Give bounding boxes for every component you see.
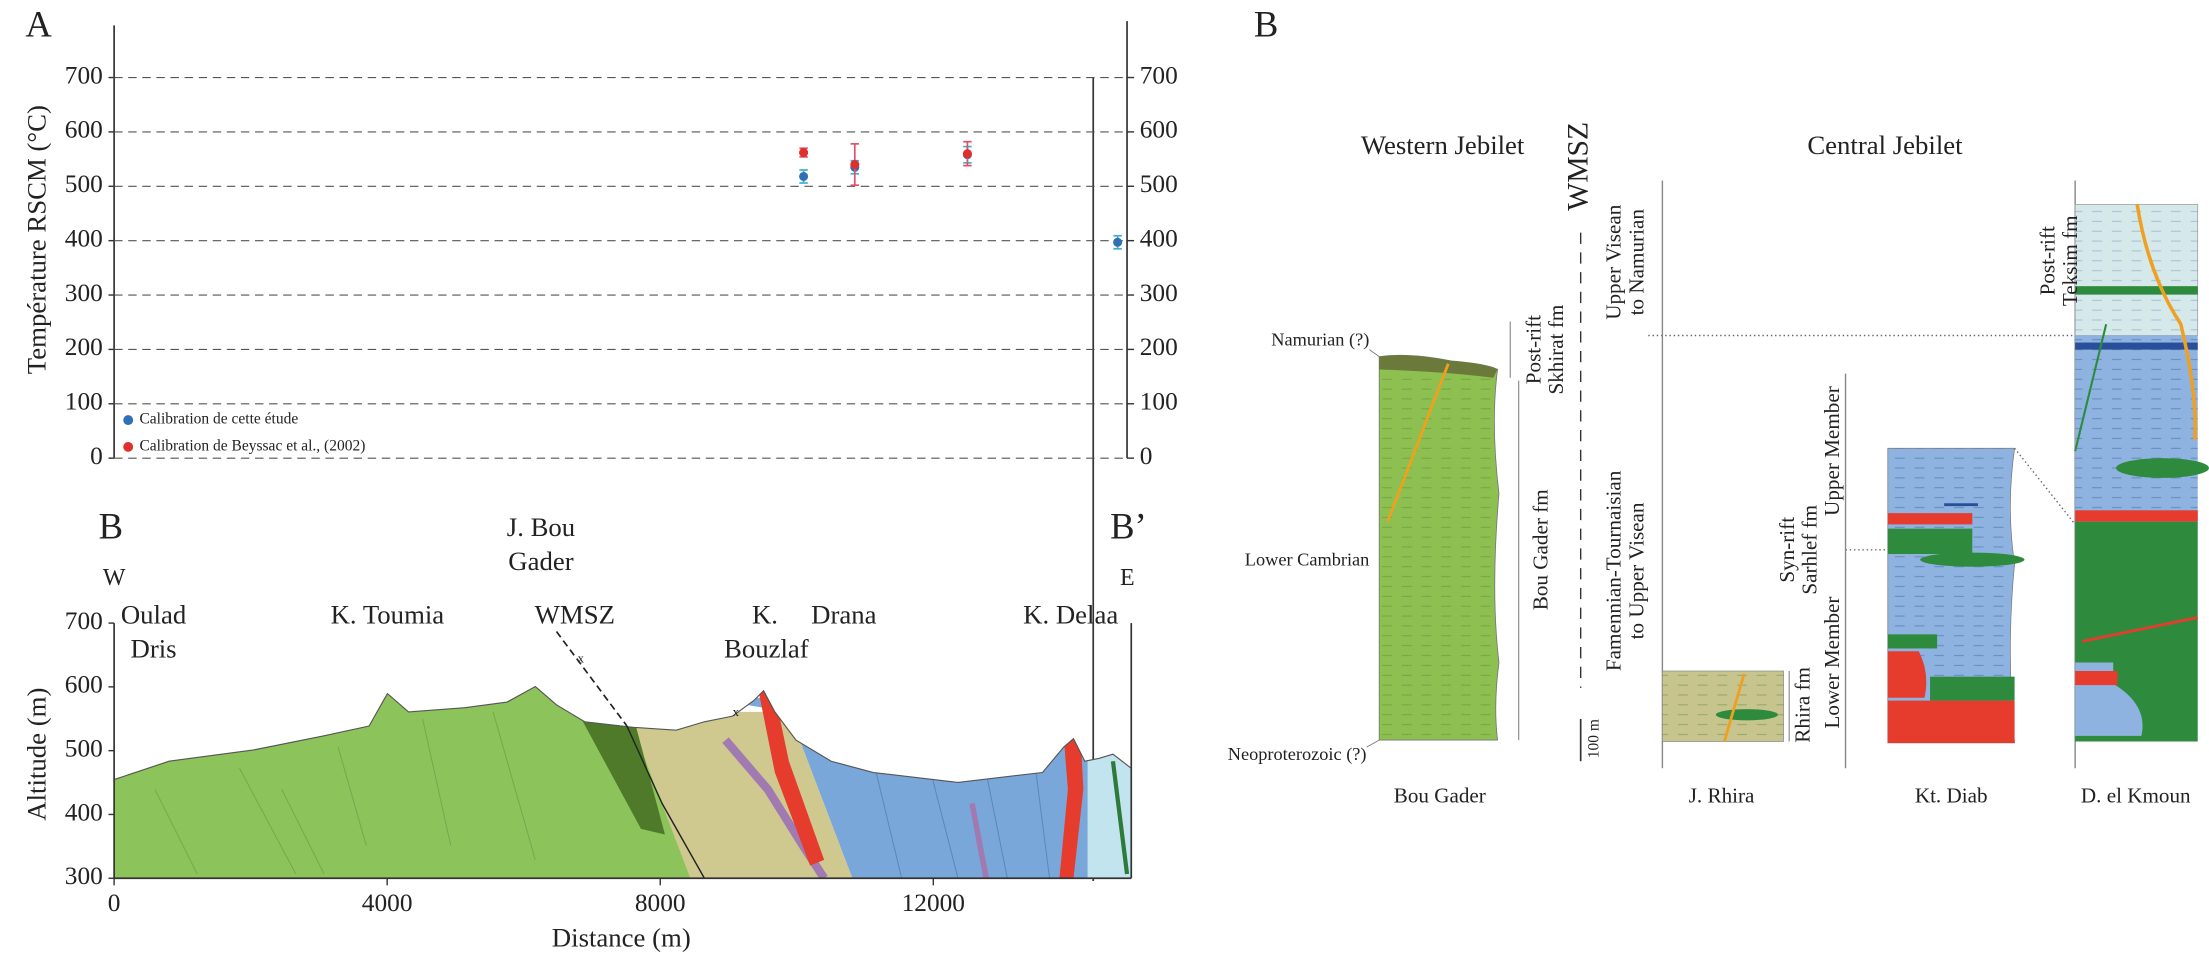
age-label: Lower Cambrian [1245, 549, 1370, 569]
member-label: Upper Member [1820, 386, 1844, 516]
place-label: K. Toumia [331, 600, 445, 630]
unit-label: Sarhlef fm [1798, 504, 1822, 594]
legend-marker [123, 441, 134, 452]
symbol: x [578, 652, 585, 666]
place-label: Drana [811, 600, 876, 630]
panel-label: B [1254, 4, 1278, 45]
point [850, 160, 860, 170]
y-tick-label: 300 [65, 279, 103, 307]
east-label: E [1120, 565, 1135, 591]
unit-label: Teksim fm [2058, 215, 2082, 306]
period-label: to Upper Visean [1624, 502, 1648, 639]
y-tick-label: 100 [65, 388, 103, 416]
region-title: Central Jebilet [1807, 130, 1963, 160]
member-label: Lower Member [1820, 597, 1844, 729]
y-tick-label: 700 [65, 607, 103, 635]
unit-label: Syn-rift [1775, 517, 1799, 583]
x-tick-label: 8000 [635, 889, 686, 917]
y2-tick-label: 400 [1140, 224, 1178, 252]
column-name: Kt. Diab [1915, 784, 1988, 808]
fault [626, 725, 706, 879]
legend-label: Calibration de cette étude [139, 411, 298, 428]
y-tick-label: 0 [90, 442, 103, 470]
x-tick-label: 4000 [362, 889, 413, 917]
y-tick-label: 400 [65, 798, 103, 826]
unit-label: Post-rift [1521, 315, 1545, 384]
symbol: x [733, 705, 740, 719]
y-tick-label: 600 [65, 671, 103, 699]
y2-tick-label: 700 [1140, 61, 1178, 89]
y2-tick-label: 200 [1140, 333, 1178, 361]
unit-label: Rhira fm [1791, 666, 1815, 742]
y-tick-label: 600 [65, 116, 103, 144]
column [1366, 321, 1520, 748]
y-tick-label: 500 [65, 170, 103, 198]
cross-section-geology [114, 686, 1132, 879]
legend-marker [123, 415, 134, 426]
column [1887, 447, 2025, 744]
place-label: Bouzlaf [724, 633, 809, 663]
age-label: Namurian (?) [1271, 329, 1369, 350]
place-label: K. Delaa [1023, 600, 1118, 630]
region-title: Western Jebilet [1361, 130, 1525, 160]
scale-label: 100 m [1585, 719, 1602, 758]
y2-tick-label: 600 [1140, 116, 1178, 144]
y-tick-label: 200 [65, 333, 103, 361]
column-name: J. Rhira [1689, 784, 1755, 808]
age-label: Neoproterozoic (?) [1228, 744, 1367, 765]
y2-tick-label: 0 [1140, 442, 1153, 470]
point [1113, 237, 1123, 247]
section-start: B [99, 505, 123, 546]
y-axis-title: Altitude (m) [22, 688, 52, 821]
x-axis-title: Distance (m) [552, 922, 691, 952]
column [2074, 204, 2209, 742]
y2-tick-label: 500 [1140, 170, 1178, 198]
unit-label: Skhirat fm [1544, 304, 1568, 394]
legend-label: Calibration de Beyssac et al., (2002) [139, 437, 365, 454]
unit-label: Post-rift [2036, 226, 2060, 295]
place-label: Gader [508, 546, 573, 576]
place-label: J. Bou [507, 512, 575, 542]
period-label: Upper Visean [1602, 204, 1626, 320]
y-tick-label: 300 [65, 862, 103, 890]
unit-label: Bou Gader fm [1528, 489, 1552, 610]
y2-tick-label: 300 [1140, 279, 1178, 307]
place-label: Oulad [121, 600, 187, 630]
period-label: to Namurian [1624, 209, 1648, 316]
column-name: D. el Kmoun [2081, 784, 2191, 808]
place-label: WMSZ [535, 600, 615, 630]
period-label: Famennian-Tournaisian [1602, 470, 1626, 671]
y-tick-label: 500 [65, 734, 103, 762]
place-label: Dris [131, 633, 177, 663]
y2-tick-label: 100 [1140, 388, 1178, 416]
correlation-line [2014, 447, 2076, 525]
shear-zone-label: WMSZ [1562, 122, 1594, 211]
y-tick-label: 400 [65, 224, 103, 252]
column-name: Bou Gader [1394, 784, 1486, 808]
x-tick-label: 12000 [902, 889, 965, 917]
panel-label: A [25, 4, 52, 45]
west-label: W [103, 565, 126, 591]
y-tick-label: 700 [65, 61, 103, 89]
x-tick-label: 0 [108, 889, 121, 917]
point [799, 148, 809, 158]
fault [555, 631, 628, 727]
column [1662, 670, 1790, 742]
place-label: K. [752, 600, 778, 630]
topography [113, 685, 1132, 783]
y-axis-title: Température RSCM (°C) [22, 105, 52, 374]
point [799, 171, 809, 182]
point [962, 149, 972, 159]
section-end: B’ [1110, 505, 1147, 546]
